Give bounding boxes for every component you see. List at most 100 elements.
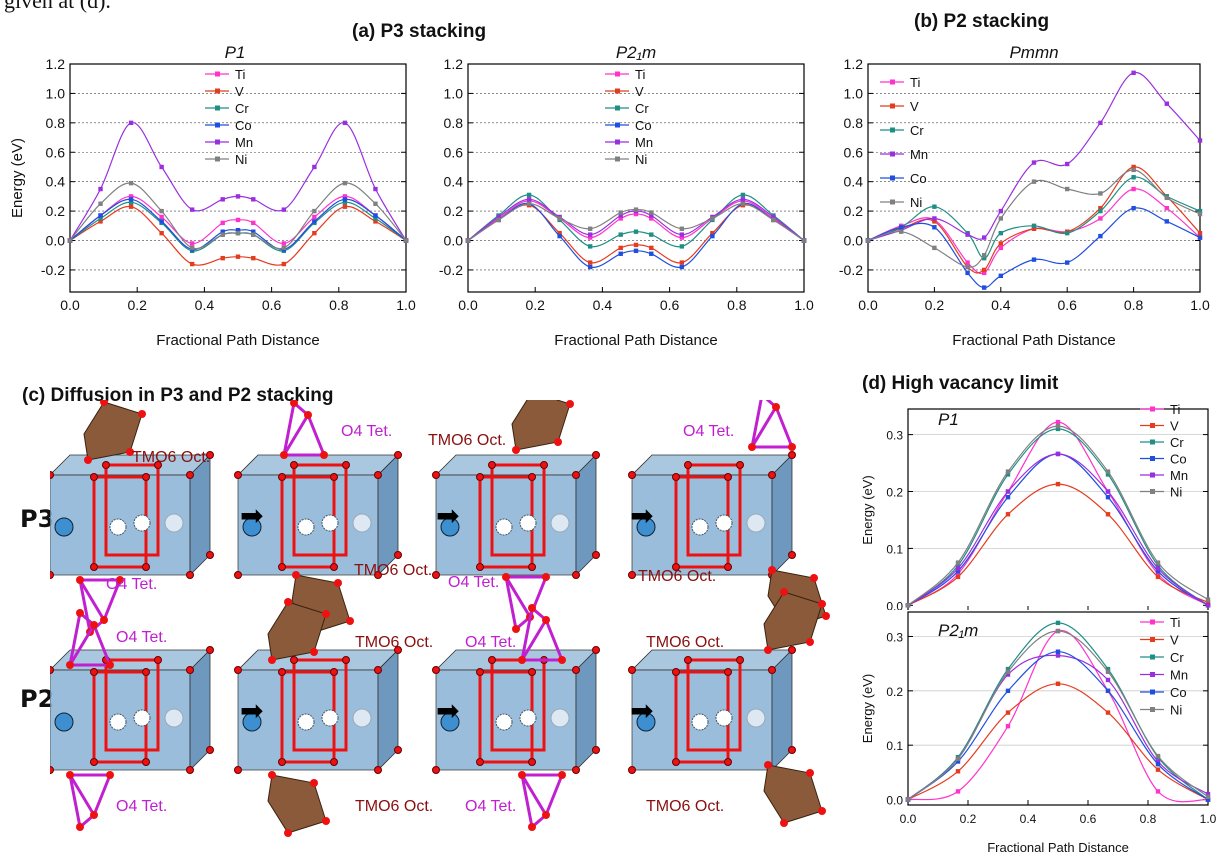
oxygen-atom bbox=[234, 666, 242, 674]
legend-label-v: V bbox=[1170, 633, 1179, 648]
oxygen-atom bbox=[330, 563, 338, 571]
x-tick-label: 0.4 bbox=[1020, 812, 1037, 826]
data-point-mn bbox=[251, 197, 256, 202]
legend-label-mn: Mn bbox=[1170, 668, 1188, 683]
arrow-icon: ➡ bbox=[630, 695, 653, 726]
data-point-mn bbox=[1155, 759, 1161, 764]
oxygen-atom bbox=[84, 456, 92, 464]
oxygen-atom bbox=[234, 571, 242, 579]
chart-p2-pmmn: -0.2 0.0 0.2 0.4 0.6 0.8 1.0 1.2 0.0 0.2 0.4 0.6 0.8… bbox=[839, 43, 1210, 349]
data-point-co bbox=[982, 285, 987, 290]
y-tick-label: 1.0 bbox=[46, 85, 66, 101]
data-point-mn bbox=[1005, 489, 1011, 494]
data-point-v bbox=[587, 260, 593, 265]
x-axis-label: Fractional Path Distance bbox=[987, 840, 1129, 855]
y-tick-label: 0.0 bbox=[886, 794, 903, 808]
chart-p3-p1: -0.2 0.0 0.2 0.4 0.6 0.8 1.0 1.2 0.0 0.2 0.4 0.6 0.8… bbox=[9, 43, 416, 349]
data-point-mn bbox=[342, 120, 348, 126]
oxygen-atom bbox=[432, 766, 440, 774]
y-tick-label: 0.2 bbox=[844, 203, 864, 219]
x-tick-label: 0.6 bbox=[262, 297, 282, 313]
oxygen-atom bbox=[290, 400, 298, 407]
data-point-mn bbox=[281, 207, 287, 212]
oxygen-atom bbox=[342, 461, 350, 469]
oxygen-atom bbox=[554, 438, 562, 446]
oxygen-atom bbox=[806, 638, 814, 646]
data-point-ni bbox=[281, 245, 287, 251]
oxygen-atom bbox=[90, 668, 98, 676]
legend-label-ni: Ni bbox=[1170, 485, 1182, 500]
data-point-cr bbox=[1105, 666, 1111, 672]
oxygen-atom bbox=[528, 563, 536, 571]
oxygen-atom bbox=[126, 448, 134, 456]
label-tmo6-oct: TMO6 Oct. bbox=[355, 634, 433, 651]
data-point-mn bbox=[1164, 101, 1169, 106]
legend-marker-ti bbox=[1150, 406, 1155, 412]
data-point-ni bbox=[932, 245, 937, 251]
legend-marker-co bbox=[215, 122, 220, 128]
octahedral-frame bbox=[292, 658, 348, 752]
legend-label-mn: Mn bbox=[910, 147, 928, 162]
vacancy-site bbox=[321, 709, 339, 727]
x-axis-label: Fractional Path Distance bbox=[952, 332, 1115, 349]
label-o4-tet: O4 Tet. bbox=[116, 798, 167, 815]
legend-label-v: V bbox=[235, 84, 244, 99]
oxygen-atom bbox=[572, 666, 580, 674]
data-point-v bbox=[557, 230, 562, 236]
oxygen-atom bbox=[684, 461, 692, 469]
label-o4-tet: O4 Tet. bbox=[106, 576, 157, 593]
oxygen-atom bbox=[748, 443, 756, 451]
data-point-ni bbox=[1031, 179, 1037, 184]
label-tmo6-oct: TMO6 Oct. bbox=[638, 568, 716, 585]
oxygen-atom bbox=[558, 656, 566, 664]
legend-marker-v bbox=[615, 88, 620, 94]
x-tick-label: 0.4 bbox=[593, 297, 613, 313]
legend-marker-v bbox=[890, 103, 895, 109]
y-tick-label: 0.4 bbox=[444, 174, 464, 190]
data-point-ni bbox=[1105, 669, 1111, 675]
y-axis-label: Energy (eV) bbox=[860, 674, 875, 743]
legend-label-cr: Cr bbox=[910, 123, 924, 138]
oxygen-atom bbox=[724, 563, 732, 571]
data-point-ni bbox=[1065, 186, 1070, 192]
x-tick-label: 0.6 bbox=[660, 297, 680, 313]
y-tick-label: 1.0 bbox=[844, 85, 864, 101]
legend-marker-cr bbox=[1150, 654, 1155, 660]
x-tick-label: 0.0 bbox=[60, 297, 80, 313]
data-point-ni bbox=[1205, 597, 1211, 602]
x-tick-label: 0.6 bbox=[1080, 812, 1097, 826]
vacancy-site bbox=[297, 713, 315, 731]
x-tick-label: 0.8 bbox=[727, 297, 747, 313]
data-point-v bbox=[1005, 512, 1011, 517]
data-point-ni bbox=[1098, 191, 1103, 196]
data-point-ni bbox=[982, 253, 987, 258]
legend-marker-cr bbox=[215, 105, 220, 111]
data-point-ni bbox=[865, 238, 871, 243]
ion-site bbox=[54, 517, 74, 537]
data-point-cr bbox=[633, 229, 639, 234]
y-tick-label: -0.2 bbox=[439, 262, 463, 278]
octahedron bbox=[511, 400, 571, 451]
legend-label-co: Co bbox=[1170, 452, 1187, 467]
ion-site bbox=[636, 517, 656, 537]
data-point-v bbox=[633, 242, 639, 248]
oxygen-atom bbox=[330, 758, 338, 766]
ion-site bbox=[164, 513, 184, 533]
oxygen-atom bbox=[724, 473, 732, 481]
data-point-v bbox=[1055, 681, 1061, 686]
data-point-co bbox=[1098, 233, 1103, 239]
legend-label-ti: Ti bbox=[1170, 402, 1180, 417]
x-axis-label: Fractional Path Distance bbox=[554, 332, 717, 349]
legend-label-co: Co bbox=[635, 118, 652, 133]
arrow-icon: ➡ bbox=[240, 695, 263, 726]
title-d: (d) High vacancy limit bbox=[862, 373, 1059, 394]
legend-label-co: Co bbox=[910, 171, 927, 186]
oxygen-atom bbox=[518, 771, 526, 779]
oxygen-atom bbox=[628, 571, 636, 579]
legend-label-ni: Ni bbox=[235, 152, 247, 167]
data-point-mn bbox=[373, 186, 378, 192]
oxygen-atom bbox=[186, 666, 194, 674]
oxygen-atom bbox=[280, 451, 288, 459]
data-point-ti bbox=[312, 214, 317, 220]
oxygen-atom bbox=[628, 666, 636, 674]
